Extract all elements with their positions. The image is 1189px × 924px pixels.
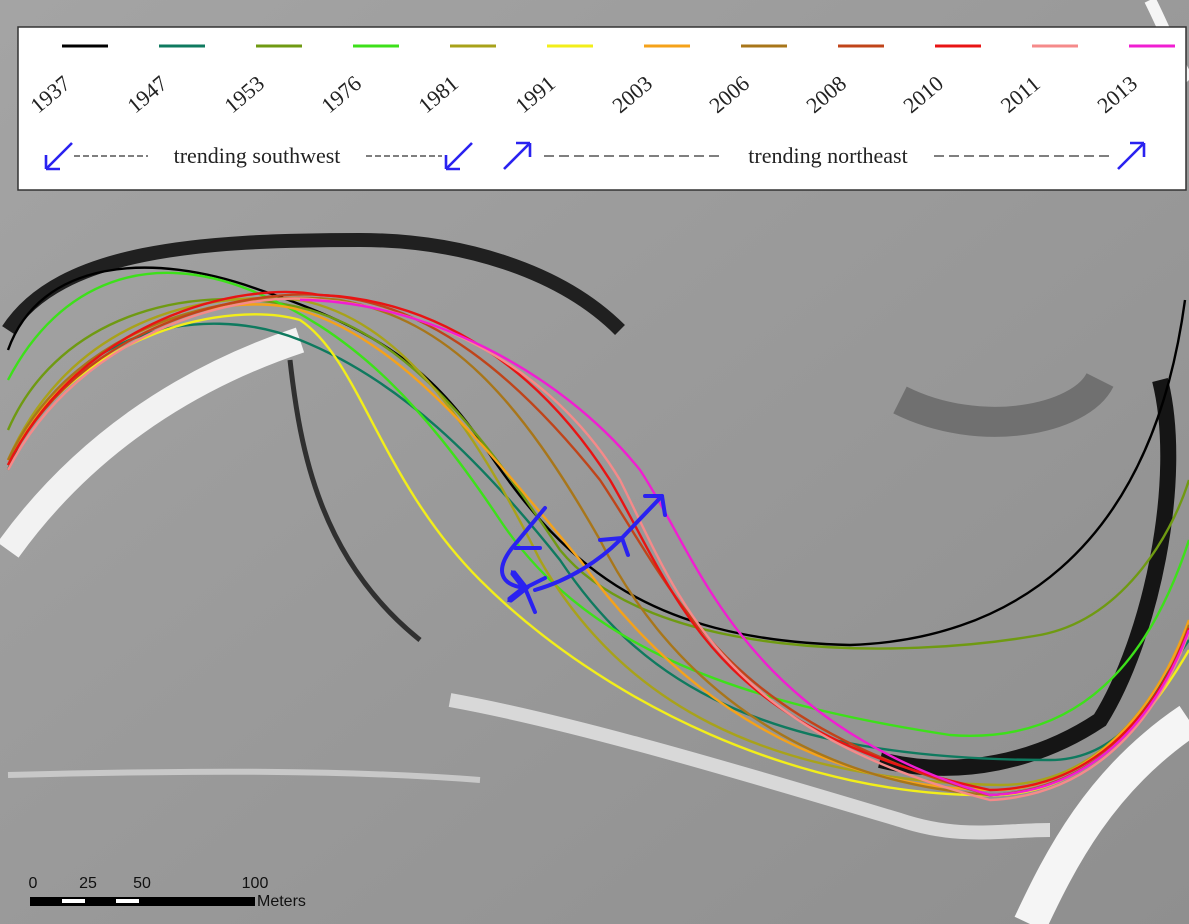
map: 1937194719531976198119912003200620082010…	[0, 0, 1189, 924]
scale-tick-label: 0	[29, 875, 38, 892]
trend-label: trending southwest	[174, 143, 341, 168]
scale-tick-label: 25	[79, 875, 97, 892]
trend-label: trending northeast	[748, 143, 907, 168]
scale-unit: Meters	[257, 893, 306, 910]
scale-tick-label: 100	[242, 875, 269, 892]
scale-tick-label: 50	[133, 875, 151, 892]
